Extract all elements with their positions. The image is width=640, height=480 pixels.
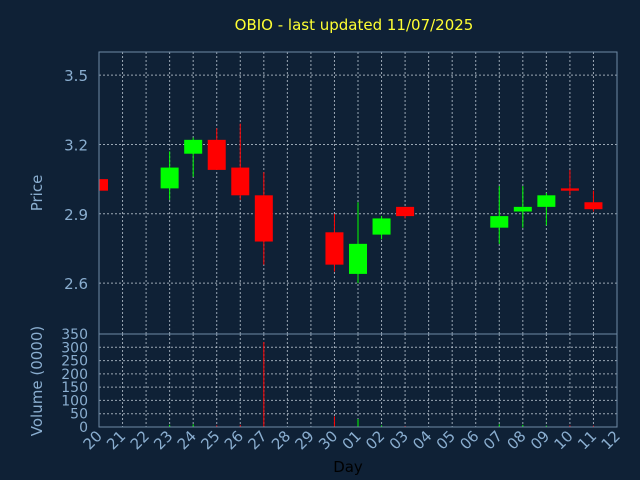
x-tick-label: 29 bbox=[292, 427, 318, 453]
x-tick-label: 01 bbox=[339, 427, 365, 453]
chart-title: OBIO - last updated 11/07/2025 bbox=[235, 16, 474, 34]
volume-tick-label: 100 bbox=[61, 393, 88, 409]
candle-body bbox=[490, 216, 509, 228]
x-tick-label: 02 bbox=[362, 427, 388, 453]
volume-tick-label: 250 bbox=[61, 354, 88, 370]
x-tick-label: 12 bbox=[598, 427, 624, 453]
candle-body bbox=[584, 202, 603, 210]
volume-tick-label: 50 bbox=[70, 407, 88, 423]
x-axis-label: Day bbox=[333, 458, 363, 476]
volume-grid bbox=[98, 333, 618, 428]
x-tick-label: 04 bbox=[409, 427, 435, 453]
y-axis-label: Price bbox=[28, 175, 46, 212]
candle-body bbox=[396, 206, 415, 217]
candle-body bbox=[207, 139, 226, 170]
x-tick-label: 21 bbox=[103, 427, 129, 453]
x-tick-label: 06 bbox=[456, 427, 482, 453]
volume-bars bbox=[98, 341, 594, 427]
volume-tick-label: 350 bbox=[61, 327, 88, 343]
x-tick-label: 25 bbox=[197, 427, 223, 453]
x-tick-label: 05 bbox=[433, 427, 459, 453]
volume-tick-label: 0 bbox=[79, 420, 88, 436]
x-tick-label: 28 bbox=[268, 427, 294, 453]
candle-body bbox=[254, 195, 273, 242]
x-axis-ticks: 2021222324252627282930010203040506070809… bbox=[80, 427, 624, 453]
price-tick-label: 3.2 bbox=[64, 136, 88, 154]
x-tick-label: 11 bbox=[574, 427, 600, 453]
candle-body bbox=[231, 167, 250, 196]
x-tick-label: 27 bbox=[244, 427, 270, 453]
volume-axis-label: Volume (0000) bbox=[28, 326, 46, 436]
price-candles bbox=[98, 123, 603, 284]
candle-body bbox=[537, 195, 556, 207]
price-tick-label: 3.5 bbox=[64, 67, 88, 85]
volume-tick-label: 150 bbox=[61, 380, 88, 396]
price-grid bbox=[98, 52, 618, 334]
candle-body bbox=[184, 139, 203, 154]
x-tick-label: 26 bbox=[221, 427, 247, 453]
candle-body bbox=[560, 188, 579, 191]
x-tick-label: 07 bbox=[480, 427, 506, 453]
candle-body bbox=[99, 179, 108, 191]
x-tick-label: 22 bbox=[127, 427, 153, 453]
candle-body bbox=[513, 206, 532, 212]
x-tick-label: 08 bbox=[503, 427, 529, 453]
x-tick-label: 09 bbox=[527, 427, 553, 453]
price-axis-ticks: 3.5 3.2 2.9 2.6 bbox=[64, 67, 88, 293]
x-tick-label: 23 bbox=[150, 427, 176, 453]
candle-body bbox=[349, 243, 367, 274]
candle-body bbox=[325, 232, 344, 265]
x-tick-label: 10 bbox=[551, 427, 577, 453]
x-tick-label: 03 bbox=[386, 427, 412, 453]
volume-panel-frame bbox=[98, 333, 618, 428]
volume-tick-label: 200 bbox=[61, 367, 88, 383]
x-tick-label: 24 bbox=[174, 427, 200, 453]
volume-tick-label: 300 bbox=[61, 340, 88, 356]
x-tick-label: 30 bbox=[315, 427, 341, 453]
price-tick-label: 2.9 bbox=[64, 206, 88, 224]
candle-body bbox=[372, 218, 391, 235]
price-tick-label: 2.6 bbox=[64, 275, 88, 293]
candle-body bbox=[160, 167, 179, 189]
